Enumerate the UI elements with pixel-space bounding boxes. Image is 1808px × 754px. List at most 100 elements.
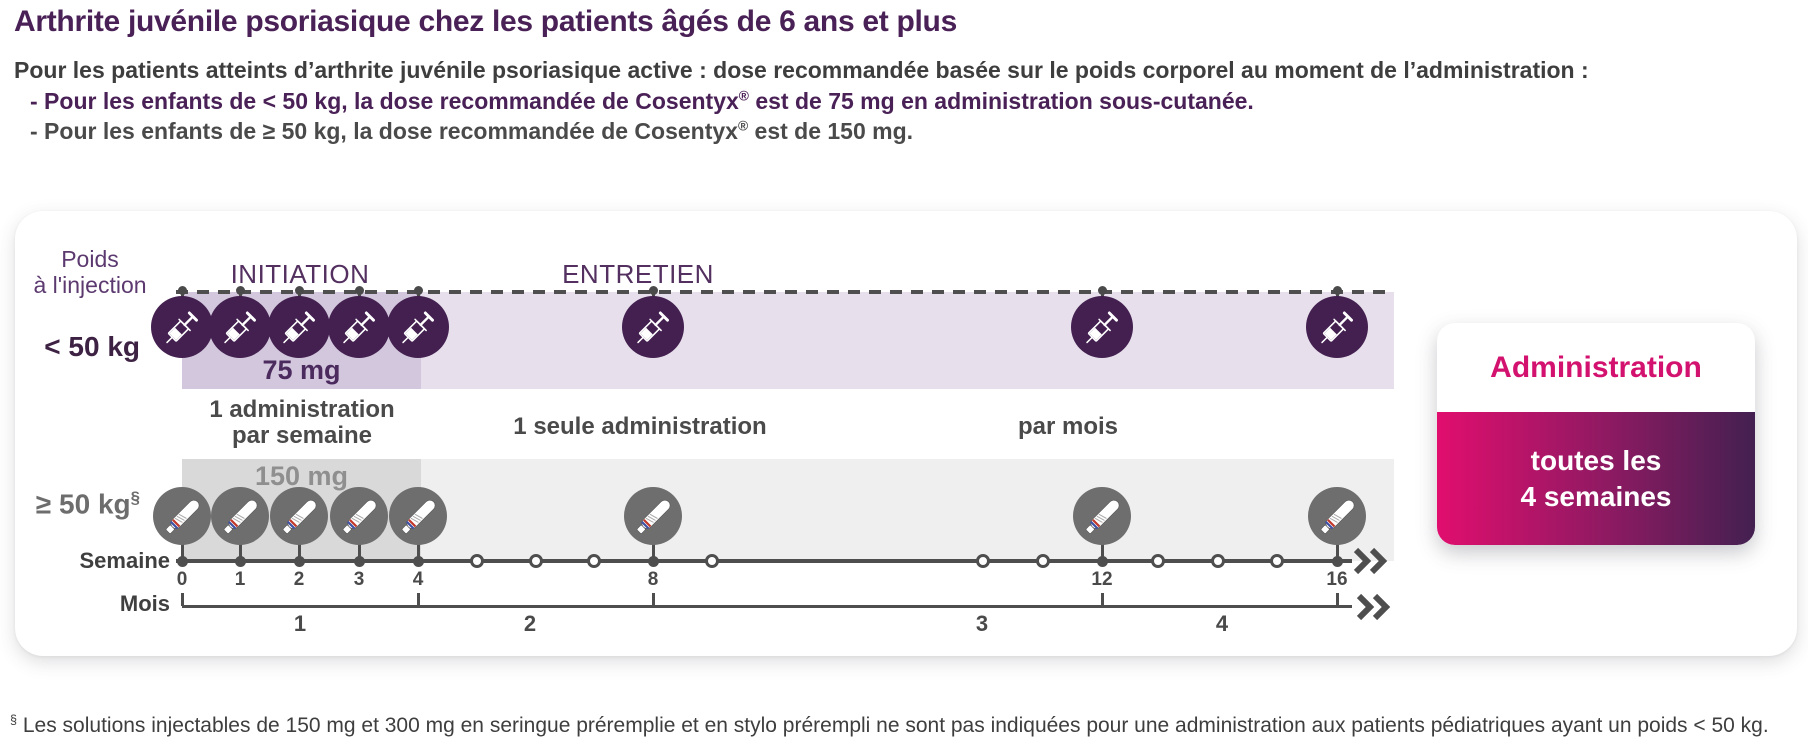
autoinjector-pen-icon xyxy=(636,499,670,534)
syringe-icon xyxy=(166,311,198,343)
row1-weight-label: < 50 kg xyxy=(44,331,140,362)
week-dot-open xyxy=(1151,554,1165,568)
week-tick-label: 12 xyxy=(1091,569,1113,590)
autoinjector-pen-icon xyxy=(342,499,376,534)
weight-axis-label: Poids à l'injection xyxy=(33,246,147,298)
pen-circle-stem xyxy=(652,543,655,561)
registered-mark: ® xyxy=(738,88,749,104)
week-tick-label: 4 xyxy=(412,569,424,590)
autoinjector-pen-icon xyxy=(223,499,257,534)
syringe-circle xyxy=(622,296,684,358)
syringe-icon xyxy=(402,311,434,343)
maintenance-permonth-label: par mois xyxy=(1017,413,1119,440)
injection-pin-dot xyxy=(295,286,304,295)
intro-text: Pour les patients atteints d’arthrite ju… xyxy=(14,57,1589,83)
syringe-circle xyxy=(387,296,449,358)
month-label: 4 xyxy=(1215,611,1229,636)
month-tick xyxy=(181,593,184,606)
autoinjector-pen-icon xyxy=(1320,499,1354,534)
syringe-circle xyxy=(151,296,213,358)
registered-mark: ® xyxy=(737,118,749,134)
pen-circle xyxy=(330,487,388,545)
month-axis-label: Mois xyxy=(119,591,170,616)
week-dot-filled xyxy=(177,556,188,567)
syringe-circle xyxy=(1071,296,1133,358)
pen-circle-stem xyxy=(1336,543,1339,561)
autoinjector-pen-icon xyxy=(282,499,316,534)
syringe-circle xyxy=(1306,296,1368,358)
week-dot-open xyxy=(529,554,543,568)
injection-pin-dot xyxy=(414,286,423,295)
footnote-marker: § xyxy=(130,488,140,507)
syringe-icon xyxy=(1321,311,1353,343)
pen-circle xyxy=(153,487,211,545)
syringe-circle xyxy=(328,296,390,358)
bullet-under-50: - Pour les enfants de < 50 kg, la dose r… xyxy=(30,88,1254,114)
pen-circle xyxy=(1073,487,1131,545)
page-title: Arthrite juvénile psoriasique chez les p… xyxy=(14,5,957,38)
week-dot-filled xyxy=(413,556,424,567)
maintenance-single-label: 1 seule administration xyxy=(513,413,767,440)
syringe-icon xyxy=(224,311,256,343)
injection-pin-dot xyxy=(236,286,245,295)
administration-box-title: Administration xyxy=(1490,350,1702,384)
week-dot-open xyxy=(705,554,719,568)
phase-initiation-label: INITIATION xyxy=(230,259,370,289)
syringe-icon xyxy=(283,311,315,343)
week-dot-open xyxy=(976,554,990,568)
autoinjector-pen-icon xyxy=(165,499,199,534)
pen-circle xyxy=(211,487,269,545)
week-tick-label: 2 xyxy=(293,569,305,590)
pen-circle-stem xyxy=(298,543,301,561)
row2-dose-label: 150 mg xyxy=(254,461,349,491)
week-dot-filled xyxy=(1097,556,1108,567)
week-tick-label: 16 xyxy=(1326,569,1348,590)
injection-dashed-line xyxy=(176,290,1394,294)
week-dot-filled xyxy=(648,556,659,567)
injection-pin-dot xyxy=(1098,286,1107,295)
autoinjector-pen-icon xyxy=(1085,499,1119,534)
week-axis-label: Semaine xyxy=(79,548,171,573)
injection-pin-dot xyxy=(649,286,658,295)
administration-box: Administration toutes les 4 semaines xyxy=(1437,323,1755,545)
week-dot-open xyxy=(587,554,601,568)
month-tick xyxy=(652,593,655,606)
week-dot-open xyxy=(1211,554,1225,568)
week-dot-filled xyxy=(354,556,365,567)
month-label: 3 xyxy=(975,611,989,636)
row1-dose-label: 75 mg xyxy=(262,355,341,385)
pen-circle xyxy=(270,487,328,545)
pen-circle-stem xyxy=(239,543,242,561)
syringe-circle xyxy=(209,296,271,358)
syringe-icon xyxy=(637,311,669,343)
footnote: § Les solutions injectables de 150 mg et… xyxy=(10,713,1769,737)
month-axis-arrow-icon xyxy=(1355,593,1397,626)
injection-pin-dot xyxy=(355,286,364,295)
month-label: 2 xyxy=(523,611,537,636)
pen-circle-stem xyxy=(1101,543,1104,561)
syringe-circle xyxy=(268,296,330,358)
week-dot-filled xyxy=(1332,556,1343,567)
month-tick xyxy=(1336,593,1339,606)
pen-circle xyxy=(389,487,447,545)
pen-circle xyxy=(1308,487,1366,545)
month-tick xyxy=(1101,593,1104,606)
week-dot-open xyxy=(470,554,484,568)
phase-maintenance-label: ENTRETIEN xyxy=(562,259,714,289)
autoinjector-pen-icon xyxy=(401,499,435,534)
week-axis-line xyxy=(176,559,1352,563)
week-axis-arrow-icon xyxy=(1352,547,1394,580)
footnote-marker: § xyxy=(10,713,18,727)
week-tick-label: 3 xyxy=(353,569,365,590)
week-dot-filled xyxy=(235,556,246,567)
bullet-over-50: - Pour les enfants de ≥ 50 kg, la dose r… xyxy=(30,118,914,144)
pen-circle xyxy=(624,487,682,545)
pen-circle-stem xyxy=(358,543,361,561)
month-axis-line xyxy=(182,605,1352,608)
week-tick-label: 8 xyxy=(647,569,659,590)
injection-pin-dot xyxy=(1333,286,1342,295)
month-tick xyxy=(417,593,420,606)
administration-box-cadence: toutes les 4 semaines xyxy=(1437,412,1755,545)
